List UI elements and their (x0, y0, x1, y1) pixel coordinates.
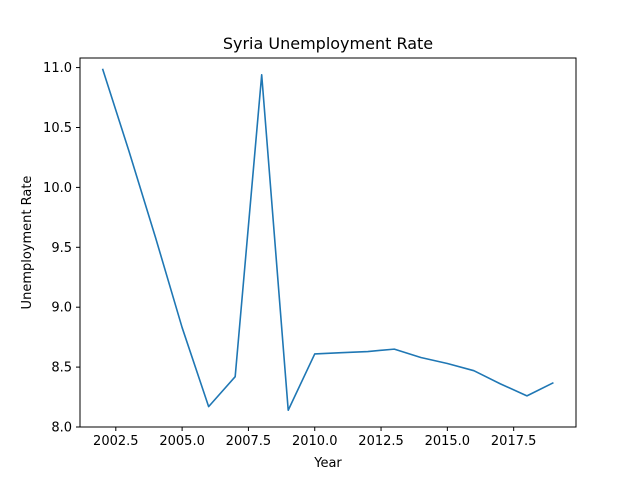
y-tick-label: 10.0 (43, 181, 72, 196)
plot-area (79, 57, 577, 428)
plot-frame (79, 57, 577, 428)
x-axis-label: Year (313, 456, 342, 471)
y-tick-label: 8.0 (51, 421, 72, 436)
series-line (101, 68, 554, 412)
y-tick-label: 10.5 (43, 121, 72, 136)
x-tick-label: 2015.0 (425, 434, 471, 449)
x-tick-label: 2007.5 (226, 434, 272, 449)
y-tick-label: 8.5 (51, 361, 72, 376)
x-tick-label: 2005.0 (159, 434, 205, 449)
y-tick-label: 11.0 (43, 61, 72, 76)
y-tick-label: 9.5 (51, 241, 72, 256)
x-tick-label: 2002.5 (93, 434, 139, 449)
x-axis: 2002.5 2005.0 2007.5 2010.0 2012.5 2015.0 2017… (93, 427, 536, 449)
x-tick-label: 2012.5 (358, 434, 404, 449)
x-tick-label: 2010.0 (292, 434, 338, 449)
x-tick-label: 2017.5 (491, 434, 537, 449)
y-axis: 8.0 8.5 9.0 9.5 10.0 10.5 11.0 (43, 61, 80, 436)
y-tick-label: 9.0 (51, 301, 72, 316)
series-layer (101, 68, 554, 412)
y-axis-label: Unemployment Rate (20, 176, 35, 310)
chart-title: Syria Unemployment Rate (223, 34, 433, 53)
